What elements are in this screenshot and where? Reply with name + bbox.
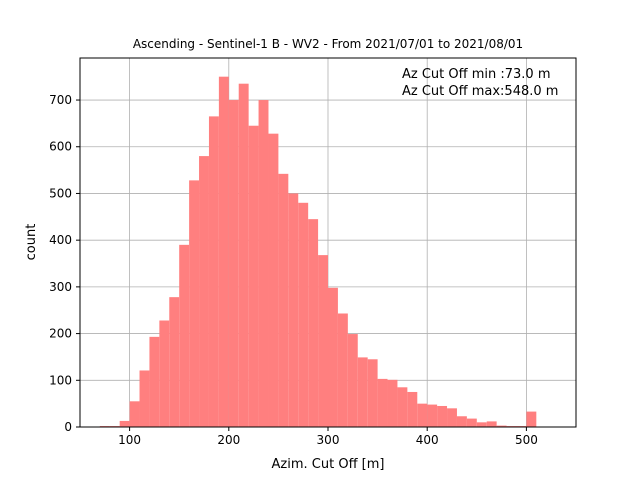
y-tick-label: 200 [49,327,72,341]
histogram-bar [169,297,180,427]
histogram-bar [526,411,537,427]
histogram-bar [248,125,259,428]
y-tick-label: 700 [49,93,72,107]
x-axis-label: Azim. Cut Off [m] [272,457,385,472]
histogram-bar [119,420,130,427]
histogram-bar [357,357,368,427]
histogram-bar [427,404,438,427]
annotation-min: Az Cut Off min :73.0 m [402,67,550,82]
histogram-bar [258,100,269,428]
histogram-bar [466,418,477,427]
histogram-bar [417,403,428,427]
histogram-bar [476,422,487,427]
y-tick-label: 0 [64,420,72,434]
y-axis-ticks: 0 100 200 300 400 500 600 700 [49,93,80,434]
histogram-bar [288,193,299,427]
chart-title: Ascending - Sentinel-1 B - WV2 - From 20… [133,37,523,51]
histogram-bar [486,421,497,427]
histogram-bar [298,202,309,427]
x-tick-label: 500 [515,433,538,447]
x-tick-label: 300 [317,433,340,447]
y-tick-label: 300 [49,280,72,294]
x-axis-ticks: 100 200 300 400 500 [118,427,538,447]
histogram-bar [208,116,219,427]
histogram-bar [189,180,200,427]
x-tick-label: 100 [118,433,141,447]
histogram-bar [129,401,140,427]
histogram-bar [337,313,348,427]
histogram-bar [447,408,457,427]
histogram-bar [228,100,239,428]
histogram-bar [456,416,467,427]
y-tick-label: 600 [49,140,72,154]
histogram-bar [318,255,328,427]
x-tick-label: 400 [416,433,439,447]
histogram-bar [159,320,170,427]
histogram-bar [218,76,229,428]
histogram-bar [496,425,507,427]
histogram-bar [347,334,358,427]
x-tick-label: 200 [217,433,240,447]
histogram-bar [377,378,388,427]
histogram-bar [179,244,190,427]
histogram-bar [437,405,448,427]
histogram-bar [387,379,398,427]
histogram-bar [407,391,418,427]
histogram-bar [149,336,160,427]
histogram-bar [308,219,319,427]
histogram-bar [238,83,249,427]
histogram-bar [268,133,279,428]
histogram-bar [397,387,408,427]
histogram-bar [278,173,289,427]
y-axis-label: count [24,224,39,261]
histogram-bar [328,287,338,427]
y-tick-label: 400 [49,233,72,247]
histogram-bars [99,76,537,428]
histogram-bar [367,359,378,427]
y-tick-label: 500 [49,186,72,200]
y-tick-label: 100 [49,373,72,387]
histogram-bar [139,370,150,427]
histogram-bar [199,156,209,427]
annotation-max: Az Cut Off max:548.0 m [402,84,558,99]
